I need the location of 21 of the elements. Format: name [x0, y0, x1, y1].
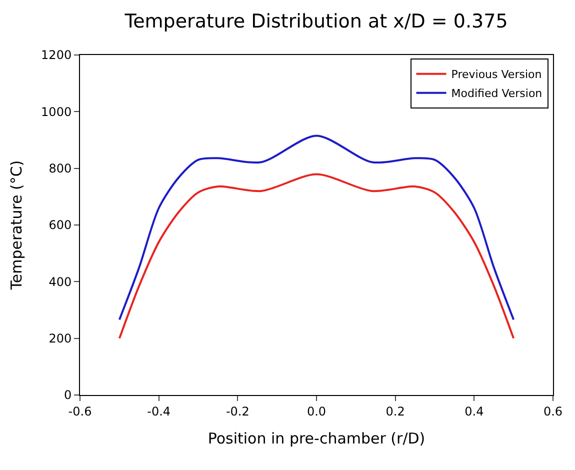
- line-series: [118, 173, 515, 340]
- y-tick-label: 600: [48, 218, 72, 232]
- x-tick-label: -0.6: [68, 404, 92, 418]
- legend-label: Modified Version: [451, 87, 542, 100]
- chart-title: Temperature Distribution at x/D = 0.375: [124, 10, 508, 32]
- y-axis-title: Temperature (°C): [7, 160, 26, 291]
- x-tick-label: -0.4: [147, 404, 171, 418]
- y-tick-label: 800: [48, 162, 72, 176]
- line-series: [118, 134, 515, 321]
- x-tick-label: 0.6: [543, 404, 563, 418]
- y-tick-label: 0: [64, 388, 72, 402]
- x-tick-label: 0.0: [306, 404, 326, 418]
- x-tick-label: 0.4: [464, 404, 484, 418]
- x-tick-label: 0.2: [386, 404, 405, 418]
- x-tick-label: -0.2: [226, 404, 250, 418]
- y-tick-label: 200: [48, 332, 72, 346]
- legend-label: Previous Version: [451, 68, 542, 82]
- y-tick-label: 1000: [41, 104, 72, 119]
- y-tick-label: 1200: [41, 48, 72, 62]
- x-axis-title: Position in pre-chamber (r/D): [208, 429, 426, 448]
- y-tick-label: 400: [48, 274, 72, 289]
